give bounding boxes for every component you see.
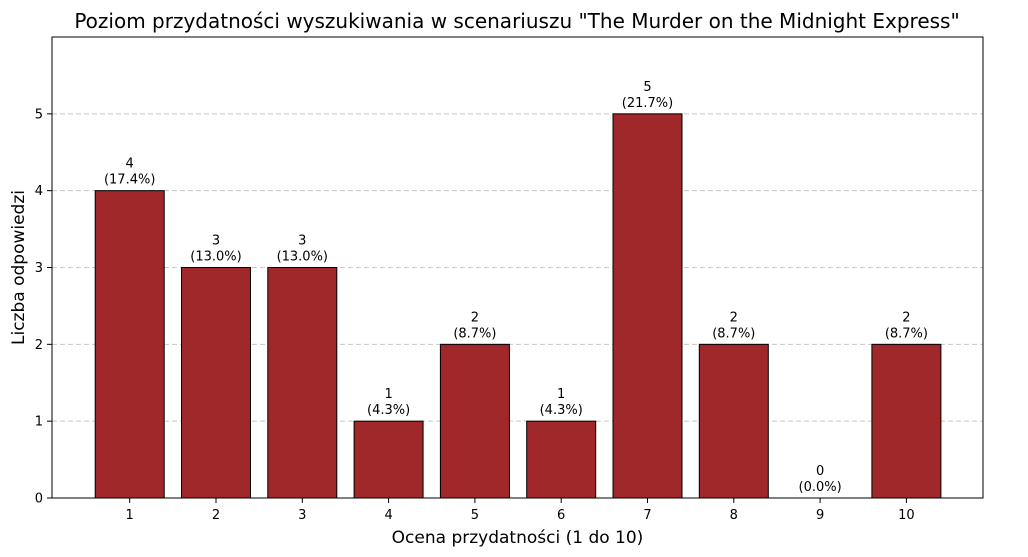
bar-4 [353, 420, 424, 499]
y-tick-label: 4 [35, 184, 43, 199]
bar-value-label: 2 [471, 310, 479, 325]
x-tick-label: 2 [212, 508, 220, 523]
bar-10 [871, 343, 942, 499]
x-axis-ticks: 1 2 3 4 5 6 7 8 9 10 [126, 498, 915, 523]
y-axis-label: Liczba odpowiedzi [9, 190, 29, 345]
bar-value-label: 5 [643, 80, 651, 95]
x-tick-label: 1 [126, 508, 134, 523]
bar-8 [698, 343, 769, 499]
bar-percent-label: (4.3%) [540, 403, 583, 418]
bar-value-label: 2 [730, 310, 738, 325]
y-tick-label: 3 [35, 261, 43, 276]
x-tick-label: 9 [816, 508, 824, 523]
x-tick-label: 3 [298, 508, 306, 523]
bar-percent-label: (8.7%) [712, 326, 755, 341]
bars [94, 113, 942, 499]
x-tick-label: 8 [730, 508, 738, 523]
bar-percent-label: (13.0%) [190, 250, 241, 265]
y-tick-label: 1 [35, 415, 43, 430]
x-tick-label: 6 [557, 508, 565, 523]
x-tick-label: 5 [471, 508, 479, 523]
y-axis-ticks: 0 1 2 3 4 5 [35, 107, 52, 507]
bar-value-label: 3 [298, 234, 306, 249]
bar-percent-label: (13.0%) [277, 250, 328, 265]
bar-value-label: 0 [816, 464, 824, 479]
bar-2 [181, 267, 251, 499]
bar-6 [526, 420, 597, 499]
bar-value-label: 3 [212, 234, 220, 249]
bar-percent-label: (21.7%) [622, 96, 673, 111]
bar-percent-label: (8.7%) [885, 326, 928, 341]
x-axis-label: Ocena przydatności (1 do 10) [392, 528, 644, 548]
bar-7 [612, 113, 683, 499]
x-tick-label: 7 [643, 508, 651, 523]
y-tick-label: 0 [35, 492, 43, 507]
y-tick-label: 5 [35, 107, 43, 122]
bar-value-label: 1 [557, 387, 565, 402]
bar-percent-label: (0.0%) [799, 480, 842, 495]
bar-value-label: 4 [126, 157, 134, 172]
x-tick-label: 4 [384, 508, 392, 523]
bar-value-label: 2 [902, 310, 910, 325]
bar-percent-label: (4.3%) [367, 403, 410, 418]
data-labels: 4(17.4%)3(13.0%)3(13.0%)1(4.3%)2(8.7%)1(… [104, 80, 928, 495]
bar-percent-label: (8.7%) [453, 326, 496, 341]
bar-percent-label: (17.4%) [104, 173, 155, 188]
x-tick-label: 10 [898, 508, 915, 523]
y-tick-label: 2 [35, 338, 43, 353]
bar-value-label: 1 [384, 387, 392, 402]
bar-3 [267, 267, 338, 499]
bar-5 [439, 343, 510, 499]
chart-title: Poziom przydatności wyszukiwania w scena… [74, 9, 959, 33]
bar-1 [94, 190, 165, 499]
